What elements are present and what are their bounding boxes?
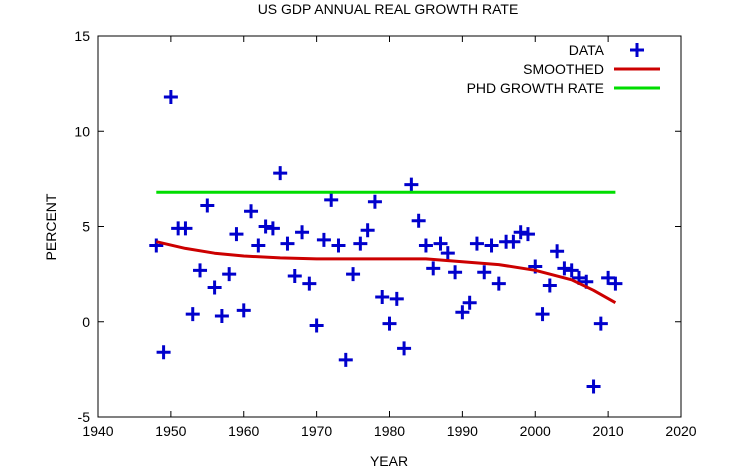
data-point <box>302 276 317 291</box>
data-point <box>477 265 492 280</box>
x-tick-label: 1970 <box>301 423 332 439</box>
data-point <box>608 276 623 291</box>
data-point <box>513 225 528 240</box>
data-point <box>258 219 273 234</box>
x-tick-label: 1950 <box>155 423 186 439</box>
data-point <box>586 379 601 394</box>
data-point <box>455 305 470 320</box>
data-point <box>469 236 484 251</box>
data-point <box>185 307 200 322</box>
data-point <box>244 204 259 219</box>
data-point <box>404 177 419 192</box>
data-point <box>178 221 193 236</box>
data-point <box>149 238 164 253</box>
y-tick-label: 10 <box>74 123 90 139</box>
legend-label-phd-growth-rate: PHD GROWTH RATE <box>467 80 604 96</box>
chart-title: US GDP ANNUAL REAL GROWTH RATE <box>258 1 519 17</box>
data-point <box>411 213 426 228</box>
data-point <box>222 267 237 282</box>
data-point <box>273 166 288 181</box>
data-point <box>550 244 565 259</box>
y-axis-label: PERCENT <box>43 193 59 260</box>
data-point <box>346 267 361 282</box>
data-point <box>295 225 310 240</box>
data-point <box>426 261 441 276</box>
data-point <box>491 276 506 291</box>
legend-swatch-data <box>630 43 644 57</box>
data-point <box>440 246 455 261</box>
data-point <box>520 227 535 242</box>
data-point <box>433 236 448 251</box>
data-point <box>338 352 353 367</box>
data-point <box>557 261 572 276</box>
y-tick-label: -5 <box>78 409 91 425</box>
x-tick-label: 1960 <box>228 423 259 439</box>
data-point <box>214 309 229 324</box>
data-point <box>360 223 375 238</box>
x-tick-label: 2000 <box>520 423 551 439</box>
data-point <box>324 192 339 207</box>
y-tick-label: 5 <box>82 219 90 235</box>
series-layer <box>149 89 623 394</box>
data-point <box>331 238 346 253</box>
data-point <box>418 238 433 253</box>
x-tick-label: 1990 <box>447 423 478 439</box>
data-point <box>382 316 397 331</box>
x-tick-label: 2010 <box>593 423 624 439</box>
data-point <box>367 194 382 209</box>
data-point <box>506 234 521 249</box>
data-point <box>280 236 295 251</box>
data-point <box>309 318 324 333</box>
data-point <box>397 341 412 356</box>
data-point <box>484 238 499 253</box>
data-point <box>353 236 368 251</box>
data-point <box>287 269 302 284</box>
data-point <box>375 289 390 304</box>
data-point <box>251 238 266 253</box>
data-point <box>593 316 608 331</box>
data-point <box>462 295 477 310</box>
x-axis-label: YEAR <box>370 453 408 469</box>
legend: DATA SMOOTHED PHD GROWTH RATE <box>467 42 660 96</box>
y-tick-label: 0 <box>82 314 90 330</box>
data-point <box>200 198 215 213</box>
axis-ticks: 1940 1950 1960 1970 1980 1990 2000 2010 2020 -5 0 5… <box>74 28 696 439</box>
legend-label-data: DATA <box>569 42 605 58</box>
data-point <box>229 227 244 242</box>
data-point <box>601 270 616 285</box>
data-point <box>316 232 331 247</box>
data-point <box>535 307 550 322</box>
x-tick-label: 1980 <box>374 423 405 439</box>
data-point <box>163 89 178 104</box>
x-tick-label: 1940 <box>82 423 113 439</box>
legend-label-smoothed: SMOOTHED <box>523 61 604 77</box>
data-point <box>193 263 208 278</box>
data-point <box>156 345 171 360</box>
data-point <box>236 303 251 318</box>
data-point <box>207 280 222 295</box>
smoothed-line <box>155 240 617 305</box>
y-tick-label: 15 <box>74 28 90 44</box>
data-point <box>542 278 557 293</box>
data-point <box>265 221 280 236</box>
data-point <box>564 263 579 278</box>
data-point <box>389 291 404 306</box>
data-point <box>448 265 463 280</box>
x-tick-label: 2020 <box>665 423 696 439</box>
